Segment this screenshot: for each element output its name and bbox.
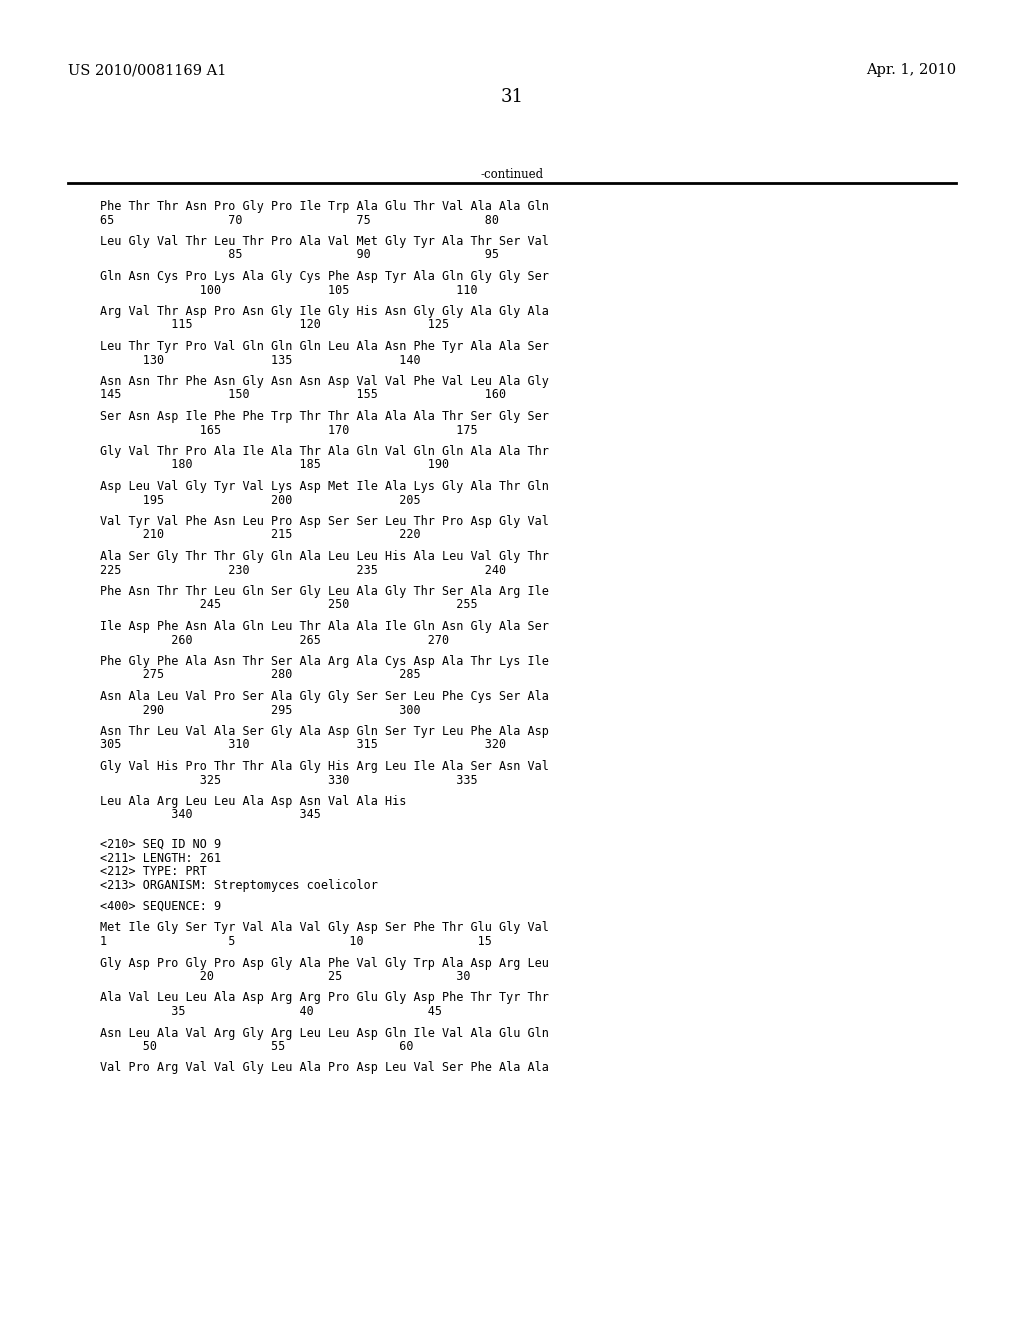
Text: 340               345: 340 345 <box>100 808 321 821</box>
Text: Arg Val Thr Asp Pro Asn Gly Ile Gly His Asn Gly Gly Ala Gly Ala: Arg Val Thr Asp Pro Asn Gly Ile Gly His … <box>100 305 549 318</box>
Text: 305               310               315               320: 305 310 315 320 <box>100 738 506 751</box>
Text: 115               120               125: 115 120 125 <box>100 318 450 331</box>
Text: Apr. 1, 2010: Apr. 1, 2010 <box>866 63 956 77</box>
Text: 145               150               155               160: 145 150 155 160 <box>100 388 506 401</box>
Text: 210               215               220: 210 215 220 <box>100 528 421 541</box>
Text: 85                90                95: 85 90 95 <box>100 248 499 261</box>
Text: 165               170               175: 165 170 175 <box>100 424 477 437</box>
Text: <212> TYPE: PRT: <212> TYPE: PRT <box>100 865 207 878</box>
Text: Leu Ala Arg Leu Leu Ala Asp Asn Val Ala His: Leu Ala Arg Leu Leu Ala Asp Asn Val Ala … <box>100 795 407 808</box>
Text: <400> SEQUENCE: 9: <400> SEQUENCE: 9 <box>100 900 221 913</box>
Text: <211> LENGTH: 261: <211> LENGTH: 261 <box>100 851 221 865</box>
Text: Asn Leu Ala Val Arg Gly Arg Leu Leu Asp Gln Ile Val Ala Glu Gln: Asn Leu Ala Val Arg Gly Arg Leu Leu Asp … <box>100 1027 549 1040</box>
Text: 225               230               235               240: 225 230 235 240 <box>100 564 506 577</box>
Text: Asn Thr Leu Val Ala Ser Gly Ala Asp Gln Ser Tyr Leu Phe Ala Asp: Asn Thr Leu Val Ala Ser Gly Ala Asp Gln … <box>100 725 549 738</box>
Text: Gly Asp Pro Gly Pro Asp Gly Ala Phe Val Gly Trp Ala Asp Arg Leu: Gly Asp Pro Gly Pro Asp Gly Ala Phe Val … <box>100 957 549 969</box>
Text: Phe Asn Thr Thr Leu Gln Ser Gly Leu Ala Gly Thr Ser Ala Arg Ile: Phe Asn Thr Thr Leu Gln Ser Gly Leu Ala … <box>100 585 549 598</box>
Text: Gln Asn Cys Pro Lys Ala Gly Cys Phe Asp Tyr Ala Gln Gly Gly Ser: Gln Asn Cys Pro Lys Ala Gly Cys Phe Asp … <box>100 271 549 282</box>
Text: Phe Thr Thr Asn Pro Gly Pro Ile Trp Ala Glu Thr Val Ala Ala Gln: Phe Thr Thr Asn Pro Gly Pro Ile Trp Ala … <box>100 201 549 213</box>
Text: Gly Val Thr Pro Ala Ile Ala Thr Ala Gln Val Gln Gln Ala Ala Thr: Gly Val Thr Pro Ala Ile Ala Thr Ala Gln … <box>100 445 549 458</box>
Text: Ala Val Leu Leu Ala Asp Arg Arg Pro Glu Gly Asp Phe Thr Tyr Thr: Ala Val Leu Leu Ala Asp Arg Arg Pro Glu … <box>100 991 549 1005</box>
Text: 31: 31 <box>501 88 523 106</box>
Text: Val Tyr Val Phe Asn Leu Pro Asp Ser Ser Leu Thr Pro Asp Gly Val: Val Tyr Val Phe Asn Leu Pro Asp Ser Ser … <box>100 515 549 528</box>
Text: 275               280               285: 275 280 285 <box>100 668 421 681</box>
Text: Gly Val His Pro Thr Thr Ala Gly His Arg Leu Ile Ala Ser Asn Val: Gly Val His Pro Thr Thr Ala Gly His Arg … <box>100 760 549 774</box>
Text: 260               265               270: 260 265 270 <box>100 634 450 647</box>
Text: Phe Gly Phe Ala Asn Thr Ser Ala Arg Ala Cys Asp Ala Thr Lys Ile: Phe Gly Phe Ala Asn Thr Ser Ala Arg Ala … <box>100 655 549 668</box>
Text: 325               330               335: 325 330 335 <box>100 774 477 787</box>
Text: 195               200               205: 195 200 205 <box>100 494 421 507</box>
Text: 130               135               140: 130 135 140 <box>100 354 421 367</box>
Text: Ile Asp Phe Asn Ala Gln Leu Thr Ala Ala Ile Gln Asn Gly Ala Ser: Ile Asp Phe Asn Ala Gln Leu Thr Ala Ala … <box>100 620 549 634</box>
Text: 180               185               190: 180 185 190 <box>100 458 450 471</box>
Text: 35                40                45: 35 40 45 <box>100 1005 442 1018</box>
Text: Asn Ala Leu Val Pro Ser Ala Gly Gly Ser Ser Leu Phe Cys Ser Ala: Asn Ala Leu Val Pro Ser Ala Gly Gly Ser … <box>100 690 549 704</box>
Text: Asn Asn Thr Phe Asn Gly Asn Asn Asp Val Val Phe Val Leu Ala Gly: Asn Asn Thr Phe Asn Gly Asn Asn Asp Val … <box>100 375 549 388</box>
Text: Met Ile Gly Ser Tyr Val Ala Val Gly Asp Ser Phe Thr Glu Gly Val: Met Ile Gly Ser Tyr Val Ala Val Gly Asp … <box>100 921 549 935</box>
Text: 20                25                30: 20 25 30 <box>100 970 470 983</box>
Text: 50                55                60: 50 55 60 <box>100 1040 414 1053</box>
Text: Val Pro Arg Val Val Gly Leu Ala Pro Asp Leu Val Ser Phe Ala Ala: Val Pro Arg Val Val Gly Leu Ala Pro Asp … <box>100 1061 549 1074</box>
Text: Leu Gly Val Thr Leu Thr Pro Ala Val Met Gly Tyr Ala Thr Ser Val: Leu Gly Val Thr Leu Thr Pro Ala Val Met … <box>100 235 549 248</box>
Text: 1                 5                10                15: 1 5 10 15 <box>100 935 492 948</box>
Text: Asp Leu Val Gly Tyr Val Lys Asp Met Ile Ala Lys Gly Ala Thr Gln: Asp Leu Val Gly Tyr Val Lys Asp Met Ile … <box>100 480 549 492</box>
Text: -continued: -continued <box>480 168 544 181</box>
Text: US 2010/0081169 A1: US 2010/0081169 A1 <box>68 63 226 77</box>
Text: Ala Ser Gly Thr Thr Gly Gln Ala Leu Leu His Ala Leu Val Gly Thr: Ala Ser Gly Thr Thr Gly Gln Ala Leu Leu … <box>100 550 549 564</box>
Text: Ser Asn Asp Ile Phe Phe Trp Thr Thr Ala Ala Ala Thr Ser Gly Ser: Ser Asn Asp Ile Phe Phe Trp Thr Thr Ala … <box>100 411 549 422</box>
Text: 65                70                75                80: 65 70 75 80 <box>100 214 499 227</box>
Text: <210> SEQ ID NO 9: <210> SEQ ID NO 9 <box>100 838 221 851</box>
Text: 290               295               300: 290 295 300 <box>100 704 421 717</box>
Text: Leu Thr Tyr Pro Val Gln Gln Gln Leu Ala Asn Phe Tyr Ala Ala Ser: Leu Thr Tyr Pro Val Gln Gln Gln Leu Ala … <box>100 341 549 352</box>
Text: 245               250               255: 245 250 255 <box>100 598 477 611</box>
Text: 100               105               110: 100 105 110 <box>100 284 477 297</box>
Text: <213> ORGANISM: Streptomyces coelicolor: <213> ORGANISM: Streptomyces coelicolor <box>100 879 378 891</box>
